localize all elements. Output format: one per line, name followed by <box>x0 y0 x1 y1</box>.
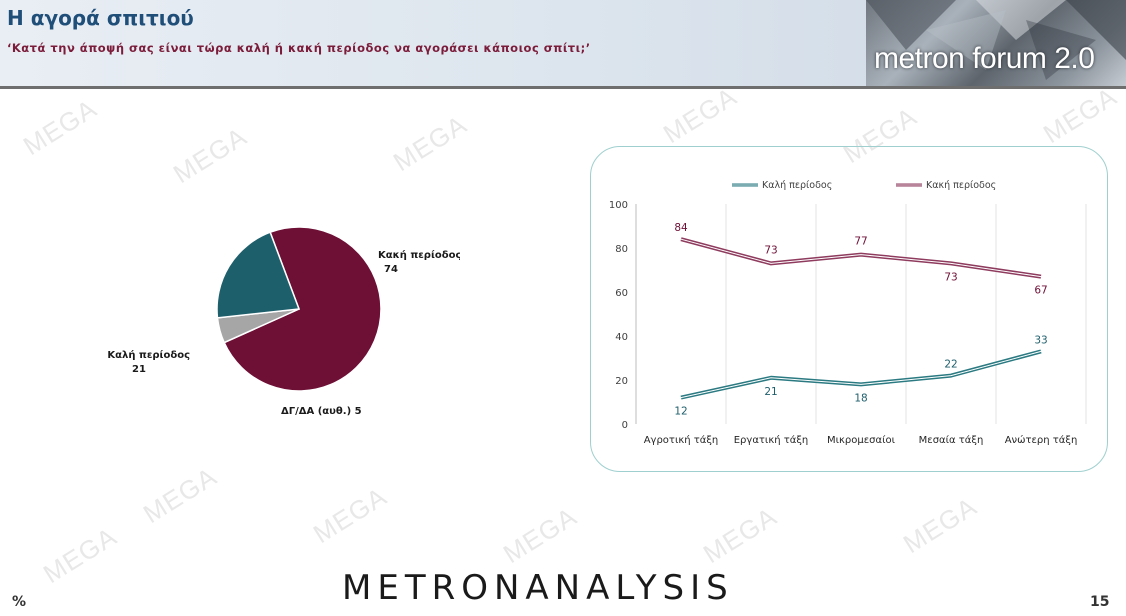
data-label: 67 <box>1034 285 1047 297</box>
y-tick-label: 40 <box>615 332 628 343</box>
line-chart-frame <box>590 146 1108 472</box>
watermark: MEGA <box>17 93 103 162</box>
footer-brand: METRONANALYSIS <box>342 568 734 608</box>
y-tick-label: 100 <box>609 200 628 211</box>
data-label: 12 <box>674 406 687 418</box>
data-label: 33 <box>1034 334 1047 346</box>
pie-category-label: Καλή περίοδος <box>107 349 190 361</box>
pie-category-label: Κακή περίοδος <box>378 249 460 261</box>
watermark: MEGA <box>387 109 473 178</box>
data-label: 22 <box>944 359 957 371</box>
header-divider <box>0 86 1126 89</box>
y-tick-label: 60 <box>615 288 628 299</box>
pie-chart: Κακή περίοδος 74 ΔΓ/ΔΑ (αυθ.) 5 Καλή περίοδ… <box>107 226 460 417</box>
watermark: MEGA <box>497 501 583 570</box>
logo-background-shapes <box>866 0 1126 80</box>
page-title: Η αγορά σπιτιού <box>7 6 194 30</box>
pie-data-label: 74 <box>384 264 398 275</box>
watermark: MEGA <box>307 481 393 550</box>
y-tick-label: 20 <box>615 376 628 387</box>
line-chart: 0 20 40 60 80 100 Αγροτική τάξη Εργατική τάξη Μι… <box>609 180 1087 446</box>
x-tick-label: Μικρομεσαίοι <box>827 434 896 446</box>
pie-slice <box>216 231 301 319</box>
logo-text: metron forum 2.0 <box>874 42 1095 75</box>
watermark: MEGA <box>37 521 123 590</box>
unit-label: % <box>12 594 27 610</box>
watermark: MEGA <box>897 491 983 560</box>
data-label: 18 <box>854 392 867 404</box>
series-line-highlight <box>680 350 1042 399</box>
y-tick-label: 0 <box>622 420 628 431</box>
x-tick-label: Μεσαία τάξη <box>919 434 984 446</box>
watermark: MEGA <box>697 501 783 570</box>
legend-label: Κακή περίοδος <box>926 180 996 191</box>
data-label: 77 <box>854 236 867 248</box>
series-line <box>680 349 1042 400</box>
watermark: MEGA <box>657 81 743 150</box>
pie-data-label: ΔΓ/ΔΑ (αυθ.) 5 <box>281 406 362 417</box>
x-tick-label: Εργατική τάξη <box>734 434 809 446</box>
watermark: MEGA <box>1037 81 1123 150</box>
series-line-highlight <box>680 238 1042 278</box>
pie-data-label: 21 <box>132 364 146 375</box>
page-subtitle: ‘Κατά την άποψή σας είναι τώρα καλή ή κα… <box>7 41 591 55</box>
pie-slice <box>223 226 382 392</box>
data-label: 73 <box>764 244 777 256</box>
legend-label: Καλή περίοδος <box>762 180 832 191</box>
data-label: 21 <box>764 386 777 398</box>
page-number: 15 <box>1090 594 1110 610</box>
data-label: 84 <box>674 222 688 234</box>
x-tick-label: Αγροτική τάξη <box>644 434 719 446</box>
x-tick-label: Ανώτερη τάξη <box>1005 434 1078 446</box>
metron-forum-logo: metron forum 2.0 <box>866 0 1126 86</box>
data-label: 73 <box>944 271 957 283</box>
y-tick-label: 80 <box>615 244 628 255</box>
watermark: MEGA <box>137 461 223 530</box>
watermark: MEGA <box>167 121 253 190</box>
